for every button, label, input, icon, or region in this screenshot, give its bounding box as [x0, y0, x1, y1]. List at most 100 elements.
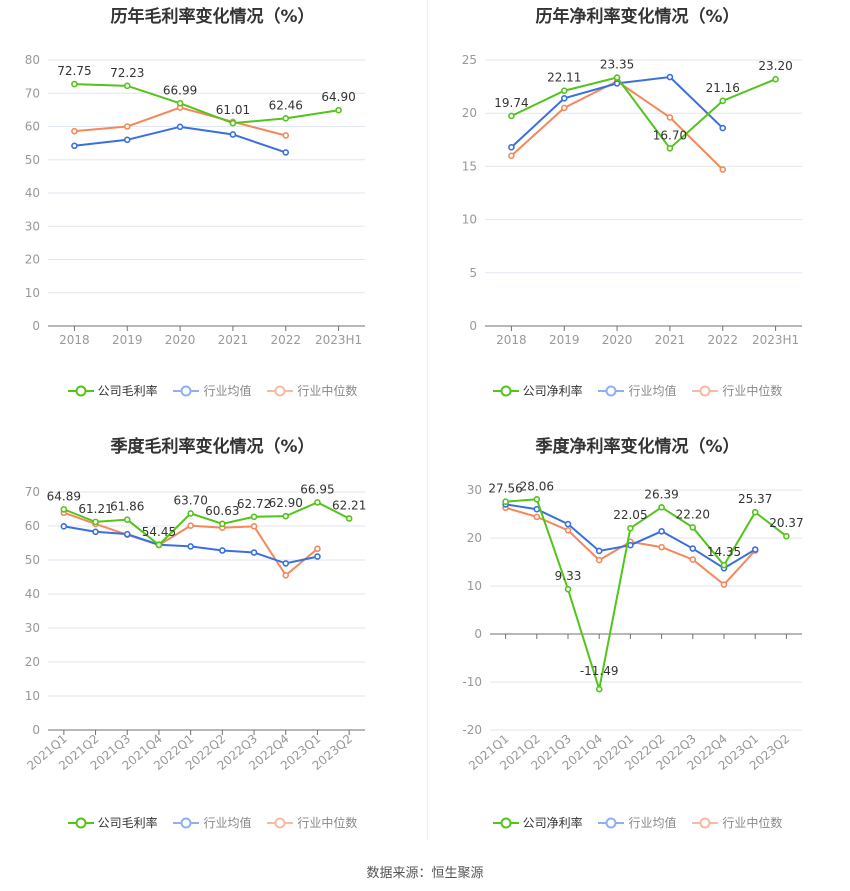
- data-source: 数据来源：恒生聚源: [366, 866, 484, 881]
- legend-item-median[interactable]: 行业中位数: [692, 382, 782, 399]
- data-point: [282, 560, 290, 567]
- y-tick-label: 15: [462, 159, 477, 173]
- y-tick-label: 30: [25, 621, 40, 635]
- legend-item-company[interactable]: 公司毛利率: [67, 814, 158, 831]
- data-label: 9.33: [555, 569, 582, 583]
- legend: 公司毛利率 行业均值 行业中位数: [0, 814, 425, 832]
- data-point: [533, 513, 541, 521]
- y-tick-label: 50: [25, 553, 40, 567]
- series-line: [510, 80, 724, 171]
- y-tick-label: 20: [462, 106, 477, 120]
- data-point: [219, 547, 226, 554]
- data-label: 72.75: [57, 64, 91, 78]
- legend-label: 行业均值: [203, 384, 252, 398]
- data-point: [187, 510, 194, 517]
- data-point: [250, 549, 258, 556]
- data-point: [658, 527, 665, 535]
- y-tick-label: 30: [25, 219, 40, 233]
- legend-item-avg[interactable]: 行业均值: [598, 814, 677, 831]
- data-point: [751, 508, 759, 516]
- data-label: 62.46: [269, 98, 303, 112]
- data-label: 64.89: [47, 489, 81, 503]
- y-tick-label: 5: [469, 266, 477, 280]
- chart-annual-net-margin: 历年净利率变化情况（%） 0 5 10 15 20 25 2018 2019 2020 2021 2…: [425, 0, 850, 430]
- data-point: [345, 515, 353, 522]
- data-label: 22.11: [547, 71, 581, 85]
- data-point: [60, 506, 68, 513]
- legend-item-company[interactable]: 公司净利率: [492, 814, 583, 831]
- data-point: [123, 123, 131, 130]
- series-line: [74, 83, 339, 125]
- data-point: [282, 512, 290, 520]
- y-tick-label: 10: [467, 579, 482, 593]
- y-tick-label: 10: [25, 689, 40, 703]
- data-point: [689, 524, 697, 531]
- data-point: [229, 119, 237, 127]
- data-point: [502, 498, 509, 506]
- legend-line-icon: [692, 385, 719, 396]
- data-point: [71, 127, 78, 135]
- data-point: [560, 87, 568, 95]
- data-point: [123, 530, 131, 538]
- data-point: [533, 496, 541, 503]
- data-point: [720, 581, 728, 588]
- data-label: 61.86: [110, 500, 144, 514]
- data-label: 27.56: [488, 482, 522, 496]
- y-tick-label: 0: [474, 627, 482, 641]
- data-label: 62.90: [269, 496, 303, 510]
- data-point: [60, 523, 68, 530]
- legend-item-avg[interactable]: 行业均值: [173, 382, 252, 399]
- data-label: 22.20: [676, 507, 710, 521]
- legend-item-median[interactable]: 行业中位数: [267, 814, 357, 831]
- y-tick-label: 0: [32, 723, 40, 737]
- y-tick-label: 80: [25, 53, 40, 67]
- series-line: [63, 501, 350, 547]
- legend-item-company[interactable]: 公司毛利率: [67, 382, 158, 399]
- data-point: [282, 149, 290, 156]
- chart-annual-gross-margin: 历年毛利率变化情况（%） 0 10 20 30 40 50 60 70 80 2018 2019 20…: [0, 0, 425, 430]
- data-point: [314, 499, 321, 506]
- data-point: [783, 532, 790, 540]
- data-point: [155, 541, 163, 549]
- data-point: [560, 104, 568, 112]
- legend-item-avg[interactable]: 行业均值: [598, 382, 677, 399]
- data-label: 63.70: [173, 493, 207, 507]
- data-label: 25.37: [738, 492, 772, 506]
- y-tick-label: 60: [25, 519, 40, 533]
- data-label: 62.21: [332, 498, 366, 512]
- data-point: [176, 99, 184, 107]
- data-point: [666, 114, 674, 121]
- legend-label: 行业中位数: [722, 384, 783, 398]
- legend-item-avg[interactable]: 行业均值: [173, 814, 252, 831]
- x-tick-label: 2020: [165, 333, 196, 347]
- data-point: [595, 685, 603, 693]
- legend-label: 行业中位数: [297, 384, 358, 398]
- data-label: 60.63: [205, 504, 239, 518]
- data-point: [564, 527, 572, 534]
- data-label: 61.01: [216, 103, 250, 117]
- data-point: [689, 545, 697, 552]
- legend-item-company[interactable]: 公司净利率: [492, 382, 583, 399]
- data-point: [187, 522, 194, 529]
- data-point: [666, 73, 674, 81]
- data-point: [508, 152, 515, 160]
- chart-title: 历年毛利率变化情况（%）: [110, 7, 315, 27]
- data-label: -11.49: [580, 664, 619, 678]
- legend-item-median[interactable]: 行业中位数: [267, 382, 357, 399]
- y-tick-label: 40: [25, 186, 40, 200]
- data-label: 62.72: [237, 497, 271, 511]
- x-tick-label: 2019: [549, 333, 580, 347]
- y-tick-label: 25: [462, 53, 477, 67]
- x-tick-label: 2022: [707, 333, 738, 347]
- legend-item-median[interactable]: 行业中位数: [692, 814, 782, 831]
- y-tick-label: 40: [25, 587, 40, 601]
- data-point: [282, 572, 290, 579]
- chart-quarterly-gross-margin: 季度毛利率变化情况（%） 0 10 20 30 40 50 60 70 2021Q1 2021Q2…: [0, 430, 425, 860]
- legend-line-icon: [598, 385, 625, 396]
- y-tick-label: 70: [25, 86, 40, 100]
- x-tick-label: 2018: [496, 333, 527, 347]
- y-tick-label: 70: [25, 485, 40, 499]
- x-tick-label: 2023H1: [752, 333, 799, 347]
- series-line: [510, 76, 776, 150]
- data-point: [335, 106, 342, 114]
